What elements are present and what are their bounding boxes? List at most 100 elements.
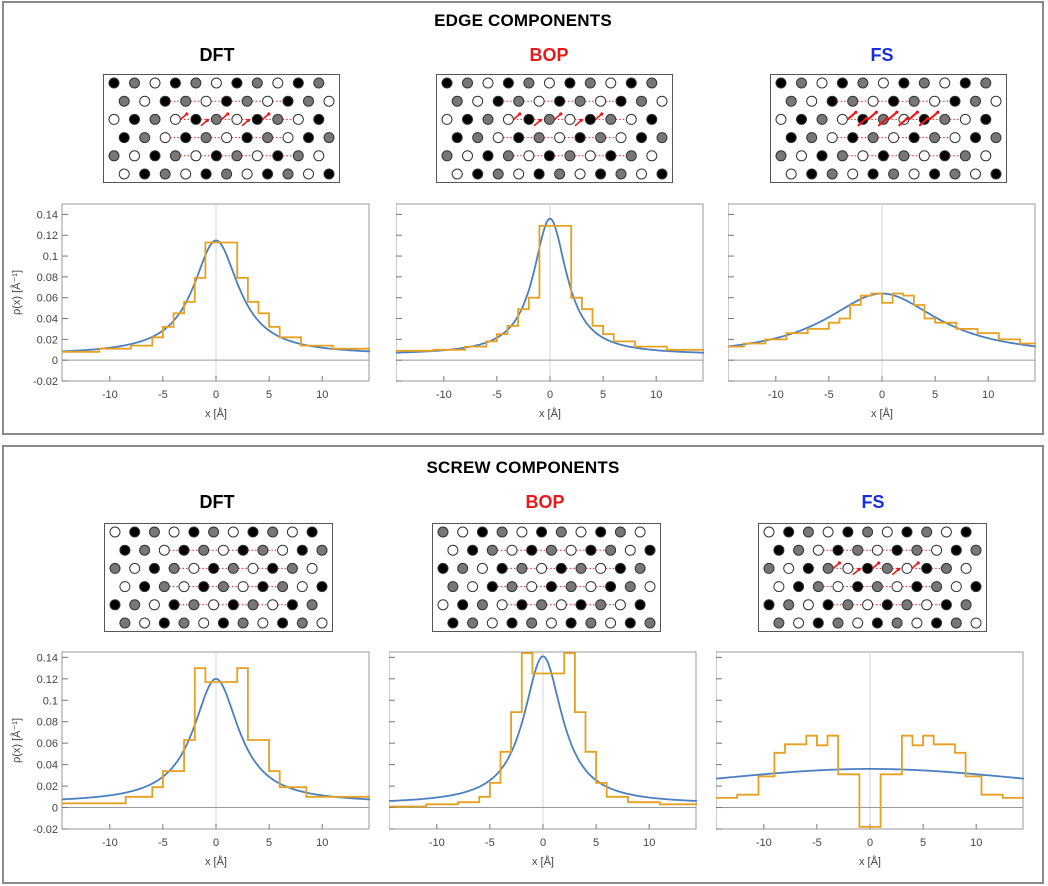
atom-site xyxy=(523,113,535,125)
arrow-head xyxy=(936,110,940,114)
arrow-head xyxy=(600,112,604,116)
atom-site xyxy=(451,168,463,180)
atom-site xyxy=(536,526,548,538)
atom-site xyxy=(492,132,504,144)
atom-site xyxy=(585,581,597,593)
atom-site xyxy=(867,95,879,107)
screw-dft-plot: -10 -5 0 5 10 -0.02 0 0.02 0.04 0.06 0.08 0.1 0.12 0.… xyxy=(10,651,370,868)
atom-site xyxy=(200,132,212,144)
atom-site xyxy=(496,599,508,611)
atom-site xyxy=(323,95,335,107)
atom-site xyxy=(306,526,318,538)
arrow-head xyxy=(857,567,861,571)
atom-site xyxy=(565,617,577,629)
atom-site xyxy=(595,526,607,538)
atom-site xyxy=(169,77,181,89)
atom-site xyxy=(168,526,180,538)
atom-site xyxy=(513,95,525,107)
atom-site xyxy=(496,526,508,538)
atom-site xyxy=(921,526,933,538)
atom-site xyxy=(773,617,785,629)
displacement-arrow xyxy=(887,111,898,121)
atom-site xyxy=(959,77,971,89)
atom-site xyxy=(545,581,557,593)
x-tick-label: 0 xyxy=(213,389,219,401)
atom-site xyxy=(970,168,981,180)
atom-site xyxy=(526,581,538,593)
atom-site xyxy=(555,526,567,538)
atom-site xyxy=(970,95,981,107)
atom-site xyxy=(231,150,243,162)
atom-site xyxy=(575,562,587,574)
atom-site xyxy=(502,77,514,89)
atom-site xyxy=(871,617,883,629)
atom-site xyxy=(585,617,597,629)
atom-site xyxy=(939,150,951,162)
atom-site xyxy=(272,113,284,125)
atom-site xyxy=(139,132,151,144)
atom-site xyxy=(227,599,239,611)
atom-site xyxy=(516,599,528,611)
atom-site xyxy=(911,581,923,593)
atom-site xyxy=(862,526,874,538)
atom-site xyxy=(842,599,854,611)
atom-site xyxy=(168,599,180,611)
atom-site xyxy=(262,95,274,107)
atom-site xyxy=(921,562,933,574)
atom-site xyxy=(901,562,913,574)
atom-site xyxy=(169,113,181,125)
x-tick-label: 5 xyxy=(266,837,272,849)
atom-site xyxy=(158,581,170,593)
atom-site xyxy=(158,544,170,556)
atom-site xyxy=(867,168,879,180)
atom-site xyxy=(129,150,140,162)
atom-site xyxy=(871,544,883,556)
atom-site xyxy=(476,526,488,538)
atom-site xyxy=(441,113,453,125)
atomic-structure-inset xyxy=(436,74,673,183)
atom-site xyxy=(891,544,903,556)
atom-site xyxy=(862,599,874,611)
atom-site xyxy=(303,95,314,107)
atom-site xyxy=(523,77,535,89)
atom-site xyxy=(921,599,933,611)
atom-site xyxy=(543,113,555,125)
atom-site xyxy=(615,95,627,107)
x-tick-label: 10 xyxy=(650,389,662,401)
atom-site xyxy=(881,526,893,538)
atom-site xyxy=(812,544,824,556)
atom-site xyxy=(960,526,972,538)
smooth-fit-line xyxy=(716,768,1024,780)
screw-fs-plot: -10 -5 0 5 10 x [Å] xyxy=(716,651,1024,868)
atom-site xyxy=(282,168,294,180)
atom-site xyxy=(462,77,473,89)
atom-site xyxy=(783,599,795,611)
atom-site xyxy=(806,132,818,144)
atom-site xyxy=(168,562,180,574)
atom-site xyxy=(129,562,141,574)
atom-site xyxy=(247,526,259,538)
y-tick-label: 0.08 xyxy=(37,272,58,284)
atom-site xyxy=(624,581,636,593)
x-tick-label: 5 xyxy=(932,389,938,401)
x-tick-label: 0 xyxy=(867,837,873,849)
x-tick-label: -10 xyxy=(768,389,784,401)
atom-site xyxy=(763,562,775,574)
atom-site xyxy=(523,150,535,162)
atom-site xyxy=(960,599,972,611)
y-tick-label: 0.06 xyxy=(37,738,58,750)
atom-site xyxy=(575,599,587,611)
arrow-head xyxy=(205,118,209,122)
atom-site xyxy=(881,599,893,611)
atom-site xyxy=(180,132,192,144)
atom-site xyxy=(615,132,627,144)
atom-site xyxy=(296,617,308,629)
atom-site xyxy=(462,150,473,162)
atom-site xyxy=(516,526,528,538)
y-axis-label: ρ(x) [Å⁻¹] xyxy=(10,270,23,315)
atom-site xyxy=(891,581,903,593)
atom-site xyxy=(836,77,848,89)
x-tick-label: 0 xyxy=(540,837,546,849)
atom-site xyxy=(178,544,190,556)
atom-site xyxy=(796,150,807,162)
